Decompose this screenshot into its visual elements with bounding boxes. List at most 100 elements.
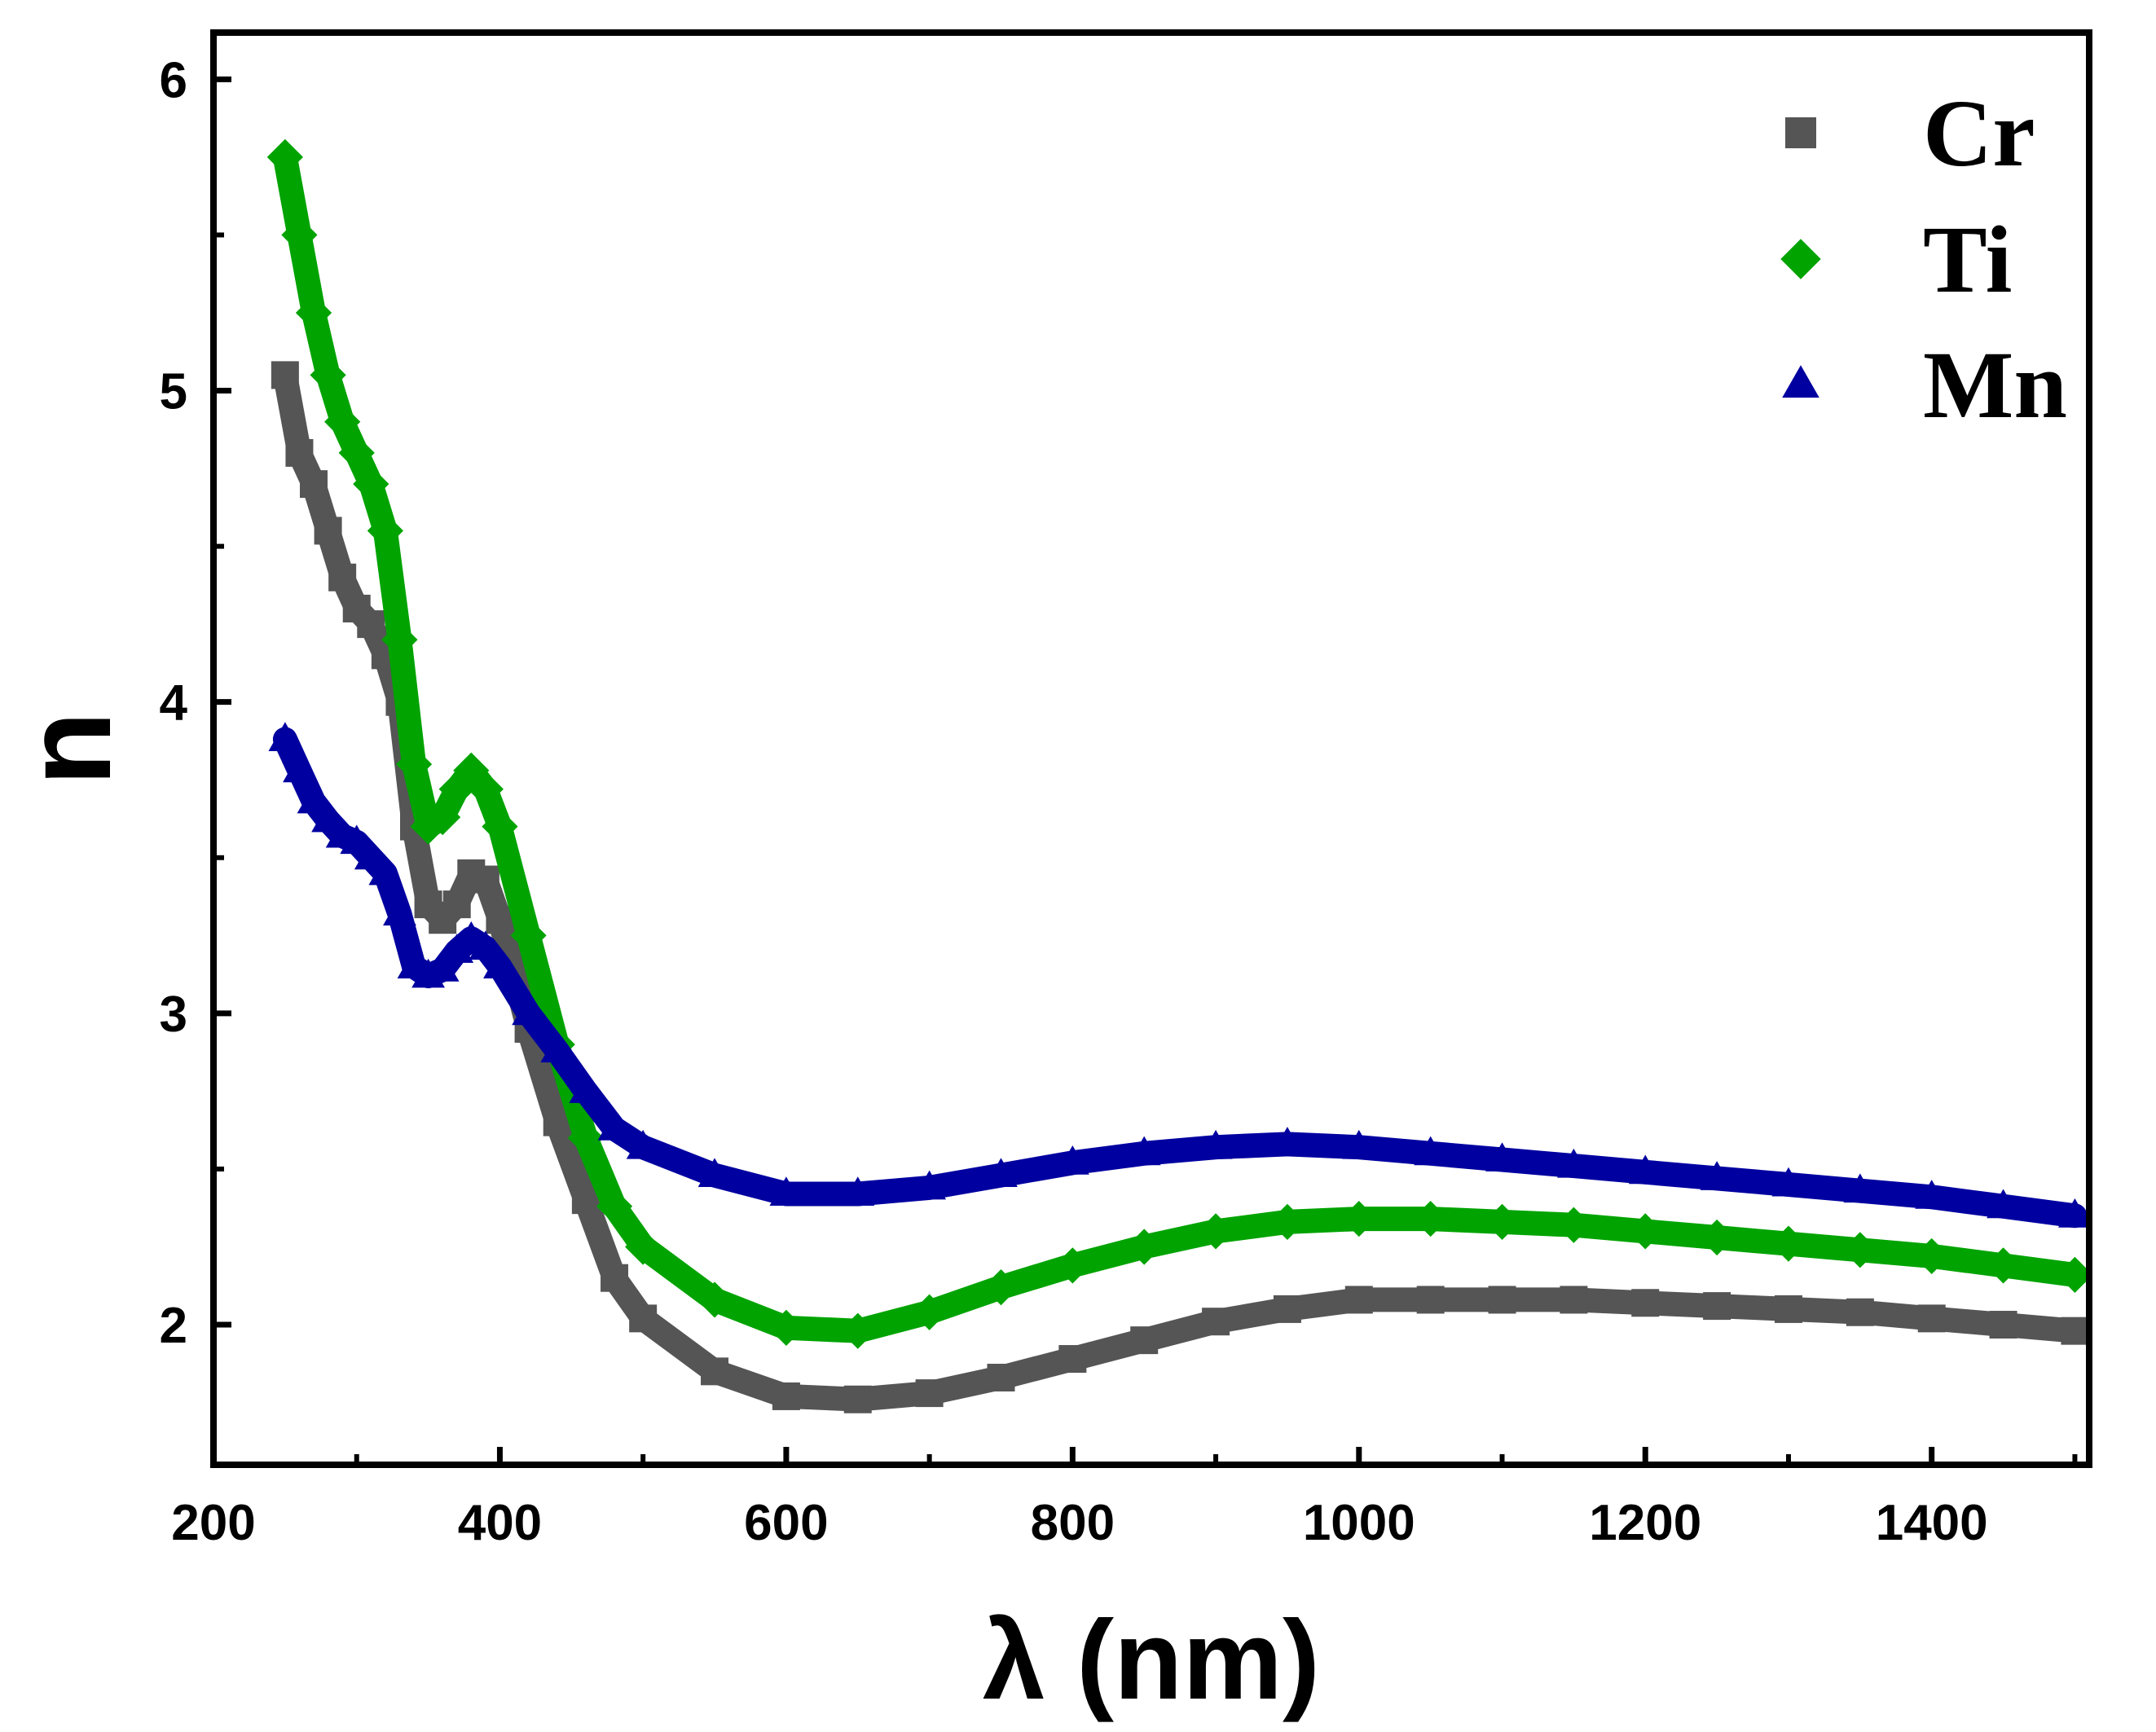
legend: Cr Ti Mn [1780, 80, 2067, 438]
data-point-cr-290 [328, 563, 357, 591]
data-point-cr-700 [915, 1379, 944, 1408]
data-point-cr-480 [601, 1264, 629, 1292]
y-axis: 2 3 4 5 6 [160, 52, 231, 1354]
data-point-mn-1100 [1485, 1142, 1519, 1172]
data-point-mn-280 [311, 802, 345, 833]
data-point-ti-500 [625, 1229, 662, 1265]
data-point-mn-300 [340, 824, 374, 855]
legend-label-ti: Ti [1923, 206, 2012, 313]
x-tick-label-800: 800 [1031, 1495, 1115, 1551]
data-point-cr-800 [1058, 1345, 1087, 1374]
x-tick-label-1000: 1000 [1303, 1495, 1415, 1551]
data-point-cr-390 [471, 865, 499, 894]
data-point-cr-1200 [1631, 1289, 1660, 1317]
data-point-cr-1100 [1488, 1286, 1516, 1314]
data-point-cr-1250 [1703, 1292, 1731, 1321]
data-point-ti-1450 [1985, 1247, 2022, 1284]
series-layer [266, 138, 2089, 1413]
data-point-ti-250 [266, 138, 303, 175]
data-point-cr-400 [486, 906, 514, 934]
x-axis: 200 400 600 800 1000 1200 1400 [171, 1447, 2078, 1551]
data-point-mn-250 [268, 722, 302, 751]
data-point-mn-1150 [1556, 1148, 1591, 1178]
data-point-mn-500 [626, 1129, 660, 1159]
data-point-mn-750 [984, 1158, 1018, 1188]
data-point-mn-900 [1199, 1129, 1233, 1159]
data-point-mn-420 [512, 996, 545, 1026]
y-tick-label-3: 3 [160, 987, 187, 1043]
data-point-cr-750 [987, 1363, 1015, 1391]
data-point-ti-330 [381, 622, 418, 658]
data-point-cr-1300 [1774, 1295, 1802, 1323]
series-ti [266, 138, 2089, 1349]
data-point-ti-850 [1126, 1229, 1163, 1265]
data-point-ti-1500 [2057, 1256, 2089, 1293]
data-point-mn-440 [540, 1033, 574, 1063]
data-point-mn-1250 [1700, 1161, 1734, 1190]
data-point-ti-280 [310, 357, 346, 393]
data-point-ti-1250 [1699, 1219, 1736, 1256]
data-point-ti-460 [567, 1119, 604, 1156]
data-point-cr-850 [1130, 1326, 1159, 1355]
data-point-cr-1050 [1416, 1286, 1445, 1314]
data-point-ti-350 [410, 808, 447, 845]
data-point-mn-1000 [1342, 1129, 1376, 1159]
y-axis-title: n [0, 711, 136, 786]
x-tick-label-1400: 1400 [1876, 1495, 1988, 1551]
data-point-mn-1450 [1987, 1189, 2020, 1219]
legend-label-cr: Cr [1923, 80, 2035, 187]
data-point-cr-1350 [1846, 1298, 1874, 1326]
data-point-ti-1400 [1913, 1237, 1950, 1275]
data-point-ti-270 [295, 294, 332, 332]
data-point-mn-1300 [1771, 1167, 1806, 1197]
y-tick-label-4: 4 [160, 675, 188, 732]
data-point-cr-650 [843, 1385, 872, 1413]
data-point-mn-1500 [2058, 1198, 2089, 1228]
data-point-ti-1000 [1340, 1200, 1377, 1237]
series-mn [268, 722, 2089, 1229]
data-point-mn-260 [283, 753, 316, 783]
data-point-mn-480 [597, 1111, 631, 1141]
data-point-ti-600 [768, 1309, 805, 1346]
data-point-mn-400 [483, 949, 517, 978]
data-point-mn-360 [425, 952, 460, 982]
data-point-mn-270 [297, 784, 331, 814]
data-point-ti-650 [839, 1312, 876, 1349]
x-tick-label-1200: 1200 [1589, 1495, 1701, 1551]
data-point-mn-460 [569, 1074, 603, 1103]
data-point-ti-800 [1054, 1247, 1091, 1284]
data-point-mn-650 [841, 1176, 875, 1206]
data-point-ti-320 [367, 512, 403, 549]
data-point-cr-1500 [2061, 1317, 2089, 1345]
data-point-cr-310 [357, 610, 385, 639]
data-point-cr-1450 [1989, 1311, 2017, 1339]
data-point-cr-280 [314, 517, 342, 545]
legend-marker-ti [1780, 239, 1821, 279]
x-axis-title: λ (nm) [983, 1598, 1320, 1723]
data-point-cr-600 [772, 1382, 800, 1410]
data-point-cr-500 [629, 1304, 658, 1333]
data-point-ti-400 [482, 808, 518, 845]
data-point-cr-270 [300, 470, 328, 499]
plot-frame [210, 29, 2092, 1468]
data-point-mn-950 [1270, 1127, 1305, 1156]
data-point-cr-1400 [1917, 1304, 1946, 1333]
data-point-cr-900 [1202, 1308, 1230, 1336]
data-point-ti-1050 [1412, 1200, 1449, 1237]
data-point-ti-290 [324, 403, 361, 440]
data-point-mn-850 [1127, 1136, 1161, 1166]
y-tick-label-5: 5 [160, 364, 187, 420]
data-point-mn-600 [769, 1176, 803, 1206]
data-point-mn-1400 [1915, 1180, 1949, 1209]
data-point-ti-390 [467, 771, 504, 807]
data-point-ti-1150 [1555, 1207, 1592, 1243]
data-point-cr-260 [285, 438, 314, 467]
y-tick-label-2: 2 [160, 1298, 187, 1354]
data-point-ti-1200 [1627, 1213, 1664, 1250]
data-point-mn-550 [697, 1158, 732, 1188]
data-point-cr-550 [701, 1357, 729, 1386]
data-point-ti-900 [1197, 1213, 1234, 1250]
data-point-mn-1350 [1843, 1173, 1877, 1203]
legend-label-mn: Mn [1923, 332, 2067, 438]
